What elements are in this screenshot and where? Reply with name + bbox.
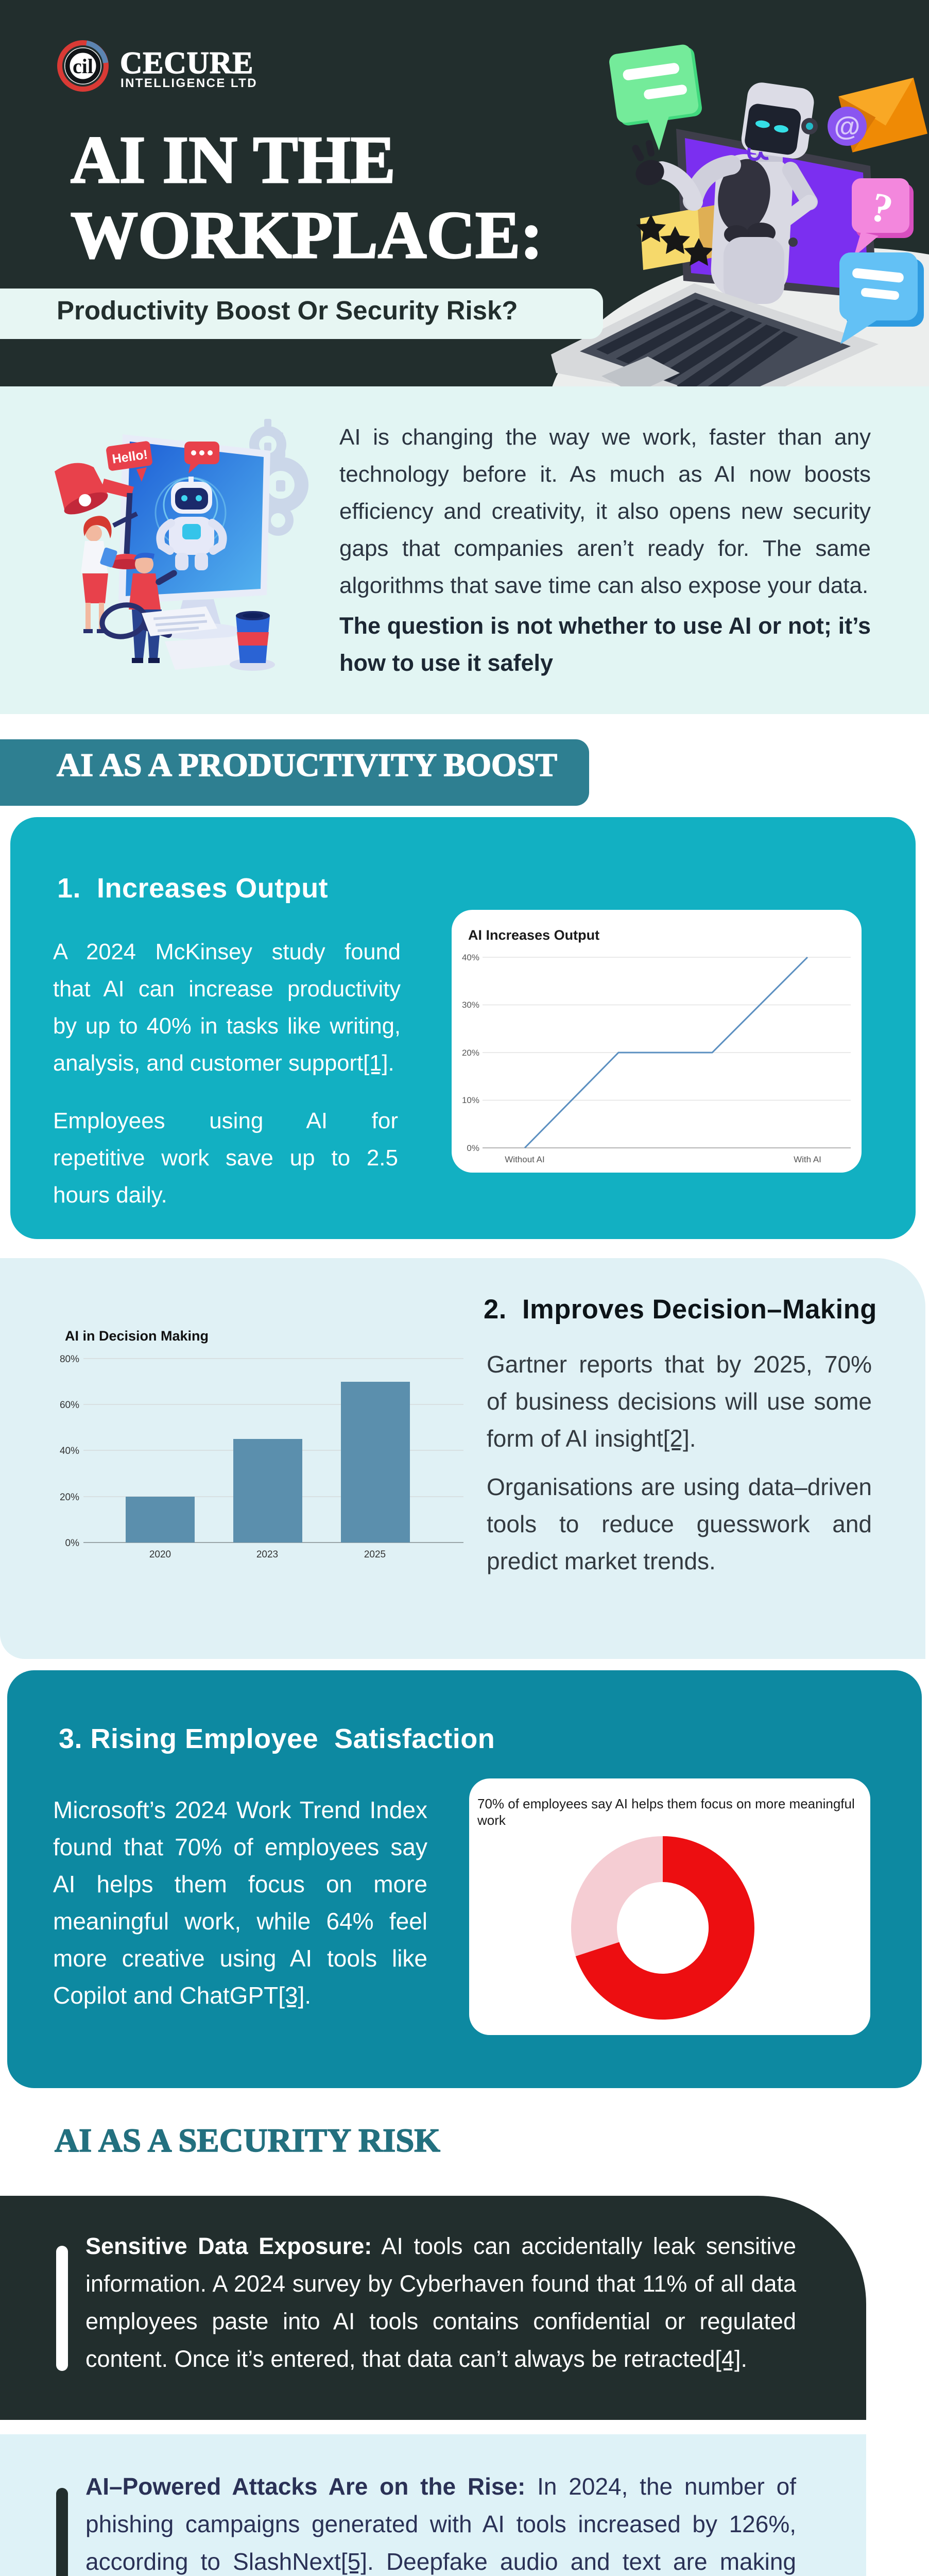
svg-text:With AI: With AI xyxy=(794,1155,821,1164)
svg-text:@: @ xyxy=(834,112,861,142)
svg-text:10%: 10% xyxy=(462,1095,479,1105)
svg-text:cil: cil xyxy=(73,55,93,78)
svg-text:0%: 0% xyxy=(65,1538,80,1549)
svg-text:Without AI: Without AI xyxy=(505,1155,544,1164)
svg-text:2023: 2023 xyxy=(256,1549,278,1560)
svg-text:work: work xyxy=(477,1812,506,1828)
svg-text:30%: 30% xyxy=(462,1000,479,1010)
svg-text:20%: 20% xyxy=(60,1492,79,1503)
svg-text:60%: 60% xyxy=(60,1400,79,1411)
svg-text:20%: 20% xyxy=(462,1048,479,1058)
svg-text:40%: 40% xyxy=(60,1446,79,1456)
svg-text:2025: 2025 xyxy=(364,1549,386,1560)
svg-text:80%: 80% xyxy=(60,1354,79,1365)
svg-text:AI in Decision Making: AI in Decision Making xyxy=(65,1328,209,1344)
svg-text:70% of employees say AI helps: 70% of employees say AI helps them focus… xyxy=(477,1796,855,1811)
svg-text:0%: 0% xyxy=(467,1143,479,1153)
svg-text:2020: 2020 xyxy=(149,1549,171,1560)
svg-text:40%: 40% xyxy=(462,953,479,962)
svg-text:AI Increases Output: AI Increases Output xyxy=(468,927,599,943)
